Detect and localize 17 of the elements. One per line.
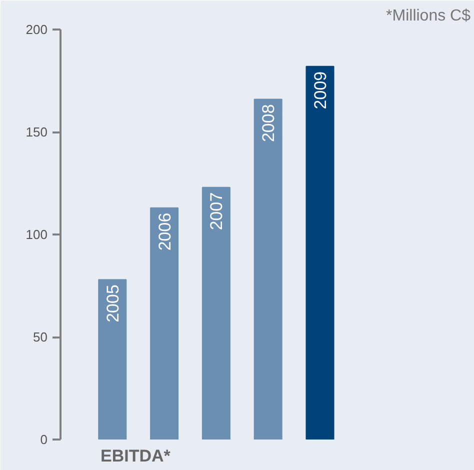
bar xyxy=(98,279,127,440)
text: EBITDA* xyxy=(100,446,171,466)
x-tick-label: 2006 xyxy=(155,212,174,251)
y-tick-label: 0 xyxy=(40,432,48,447)
x-tick-label: 2009 xyxy=(310,71,330,110)
x-tick-label: 2008 xyxy=(259,104,278,142)
y-tick-label: 200 xyxy=(26,22,48,37)
x-tick-label: 2005 xyxy=(103,284,122,322)
bar xyxy=(254,98,282,440)
y-tick-label: 50 xyxy=(33,330,48,344)
bar xyxy=(202,186,230,440)
y-tick-label: 150 xyxy=(26,124,48,140)
y-tick-label: 100 xyxy=(26,227,48,242)
text: *Millions C$ xyxy=(386,8,471,24)
bar xyxy=(150,207,179,440)
x-tick-label: 2007 xyxy=(207,192,226,230)
bar xyxy=(306,66,334,440)
